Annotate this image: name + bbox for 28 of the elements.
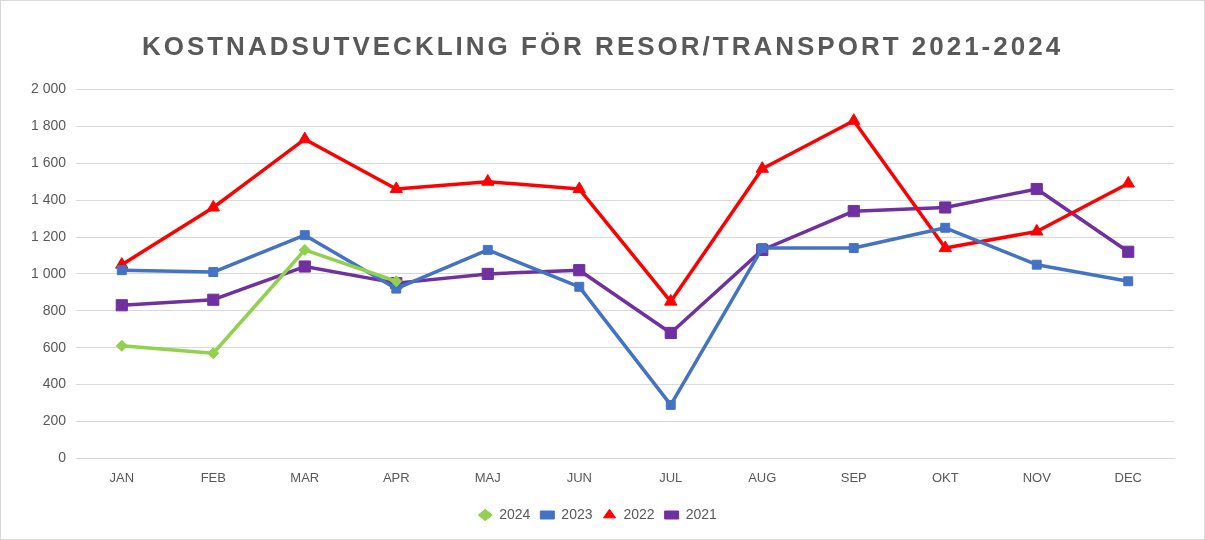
x-tick-label: NOV <box>1022 469 1052 485</box>
x-tick-label: APR <box>382 469 410 485</box>
y-tick-label: 800 <box>42 301 67 318</box>
chart-title: KOSTNADSUTVECKLING FÖR RESOR/TRANSPORT 2021-2024 <box>140 31 1065 62</box>
x-tick-label: JUL <box>659 469 683 485</box>
legend-label: 2023 <box>561 505 593 522</box>
x-tick-label: FEB <box>200 469 226 485</box>
x-tick-label: AUG <box>748 469 777 485</box>
legend-label: 2024 <box>499 505 531 522</box>
x-tick-label: MAR <box>290 469 320 485</box>
y-tick-label: 1 800 <box>30 117 67 134</box>
y-tick-label: 1 400 <box>30 190 67 207</box>
y-tick-label: 2 000 <box>30 80 67 97</box>
y-tick-label: 400 <box>42 375 67 392</box>
y-tick-label: 1 200 <box>30 227 67 244</box>
x-tick-label: JUN <box>566 469 592 485</box>
x-tick-label: SEP <box>840 469 867 485</box>
y-tick-label: 1 600 <box>30 154 67 171</box>
y-tick-label: 600 <box>42 338 67 355</box>
y-tick-label: 200 <box>42 412 67 429</box>
y-tick-label: 0 <box>58 449 67 466</box>
x-tick-label: JAN <box>109 469 135 485</box>
legend-label: 2021 <box>685 505 717 522</box>
x-tick-label: OKT <box>931 469 959 485</box>
x-tick-label: MAJ <box>474 469 501 485</box>
legend-label: 2022 <box>623 505 655 522</box>
y-tick-label: 1 000 <box>30 264 67 281</box>
x-tick-label: DEC <box>1114 469 1142 485</box>
